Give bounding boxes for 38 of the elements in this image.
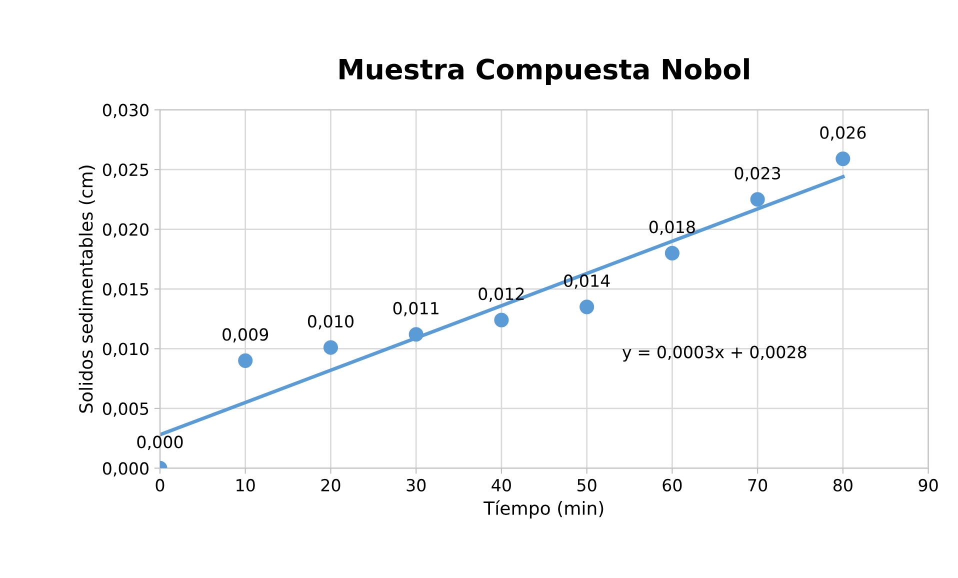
x-tick-label: 40 <box>492 478 511 492</box>
point <box>494 312 509 328</box>
point <box>238 353 253 368</box>
point <box>323 340 338 355</box>
x-tick-label: 50 <box>578 478 596 492</box>
x-tick-label: 90 <box>918 478 938 492</box>
point <box>750 192 765 207</box>
chart-title: Muestra Compuesta Nobol <box>340 58 749 86</box>
x-axis-title: Tíempo (min) <box>484 500 604 518</box>
y-tick-label: 0,000 <box>102 462 148 476</box>
data-label: 0,018 <box>649 220 695 235</box>
y-tick-label: 0,025 <box>102 164 148 178</box>
x-tick-label: 80 <box>833 478 852 492</box>
x-tick-label: 20 <box>321 478 340 492</box>
point <box>408 327 424 342</box>
x-tick-label: 60 <box>662 478 682 492</box>
y-axis-title: Solidos sedimentables (cm) <box>78 166 95 413</box>
data-label: 0,010 <box>308 315 354 330</box>
data-label: 0,026 <box>820 126 866 141</box>
data-label: 0,009 <box>222 328 268 342</box>
x-tick-label: 0 <box>156 478 164 492</box>
x-tick-label: 70 <box>748 478 768 492</box>
data-label: 0,023 <box>734 166 780 182</box>
data-label: 0,012 <box>478 288 524 302</box>
point <box>664 246 680 260</box>
y-tick-label: 0,015 <box>102 282 148 298</box>
y-tick-label: 0,030 <box>102 104 148 118</box>
data-label: 0,011 <box>393 302 438 316</box>
data-label: 0,014 <box>564 274 610 289</box>
y-tick-label: 0,005 <box>102 402 148 417</box>
x-tick-label: 10 <box>236 478 255 492</box>
y-tick-label: 0,020 <box>102 223 148 238</box>
annotation: y = 0,0003x + 0,0028 <box>622 346 806 362</box>
y-tick-label: 0,010 <box>102 342 148 357</box>
x-tick-label: 30 <box>406 478 426 492</box>
point <box>836 152 850 166</box>
data-label: 0,000 <box>137 436 183 450</box>
point <box>580 300 594 314</box>
